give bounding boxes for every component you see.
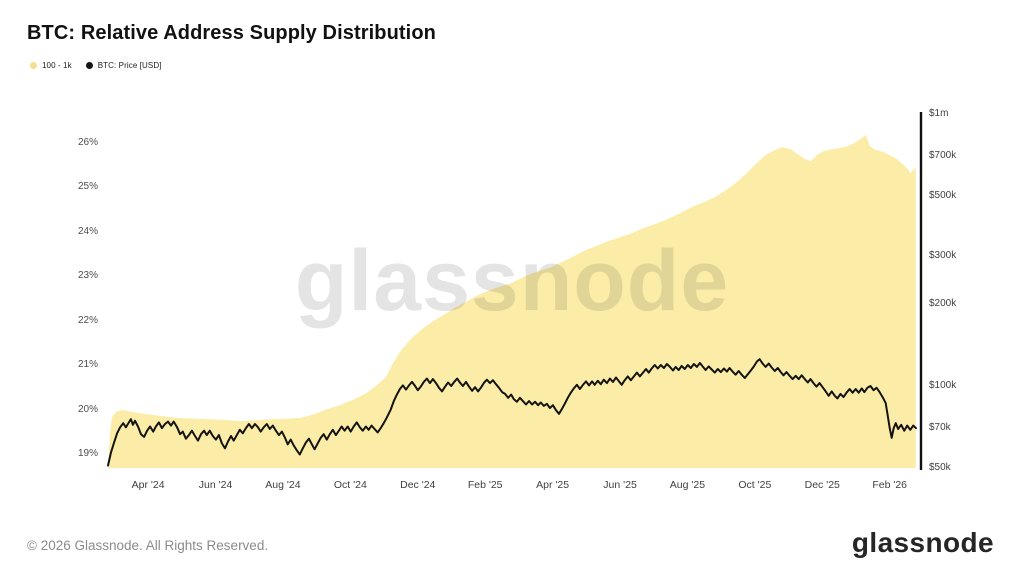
y-left-tick-label: 23% xyxy=(77,270,98,282)
x-axis-tick-label: Jun '24 xyxy=(198,479,233,491)
legend-item-supply-band[interactable]: 100 - 1k xyxy=(30,61,72,70)
y-right-tick-label: $500k xyxy=(929,189,957,201)
chart-legend: 100 - 1k BTC: Price [USD] xyxy=(30,61,162,70)
y-left-tick-label: 24% xyxy=(77,225,98,237)
legend-label: BTC: Price [USD] xyxy=(97,61,162,70)
legend-swatch-icon xyxy=(30,62,37,69)
y-right-tick-label: $300k xyxy=(929,250,957,262)
x-axis-tick-label: Dec '25 xyxy=(804,479,840,491)
y-right-tick-label: $200k xyxy=(929,298,957,310)
y-left-tick-label: 26% xyxy=(77,136,98,148)
x-axis-tick-label: Aug '25 xyxy=(669,479,706,491)
y-right-tick-label: $50k xyxy=(929,461,951,473)
btc-price-line xyxy=(107,358,917,467)
y-left-tick-label: 25% xyxy=(77,181,98,193)
x-axis-tick-label: Apr '24 xyxy=(131,479,165,491)
y-right-tick-label: $100k xyxy=(929,380,957,391)
y-left-tick-label: 21% xyxy=(77,359,98,371)
y-left-tick-label: 19% xyxy=(77,448,98,459)
x-axis-tick-label: Jun '25 xyxy=(603,479,637,491)
legend-item-btc-price[interactable]: BTC: Price [USD] xyxy=(85,61,162,70)
x-axis-tick-label: Oct '25 xyxy=(738,479,772,491)
glassnode-logo[interactable]: glassnode xyxy=(851,527,994,558)
y-left-tick-label: 20% xyxy=(77,403,98,415)
x-axis-tick-label: Aug '24 xyxy=(265,479,301,491)
x-axis-tick-label: Feb '26 xyxy=(872,479,908,491)
legend-swatch-icon xyxy=(85,62,93,69)
y-right-tick-label: $700k xyxy=(929,150,957,162)
y-left-tick-label: 22% xyxy=(77,314,98,326)
y-right-tick-label: $1m xyxy=(929,108,949,119)
copyright-text: © 2026 Glassnode. All Rights Reserved. xyxy=(27,538,269,553)
y-right-tick-label: $70k xyxy=(929,422,951,434)
page-title: BTC: Relative Address Supply Distributio… xyxy=(27,22,436,44)
x-axis-tick-label: Apr '25 xyxy=(536,479,570,491)
supply-band-area xyxy=(108,135,916,469)
x-axis-tick-label: Dec '24 xyxy=(400,479,436,491)
x-axis-tick-label: Oct '24 xyxy=(333,479,367,491)
x-axis-tick-label: Feb '25 xyxy=(467,479,503,491)
legend-label: 100 - 1k xyxy=(42,61,72,70)
